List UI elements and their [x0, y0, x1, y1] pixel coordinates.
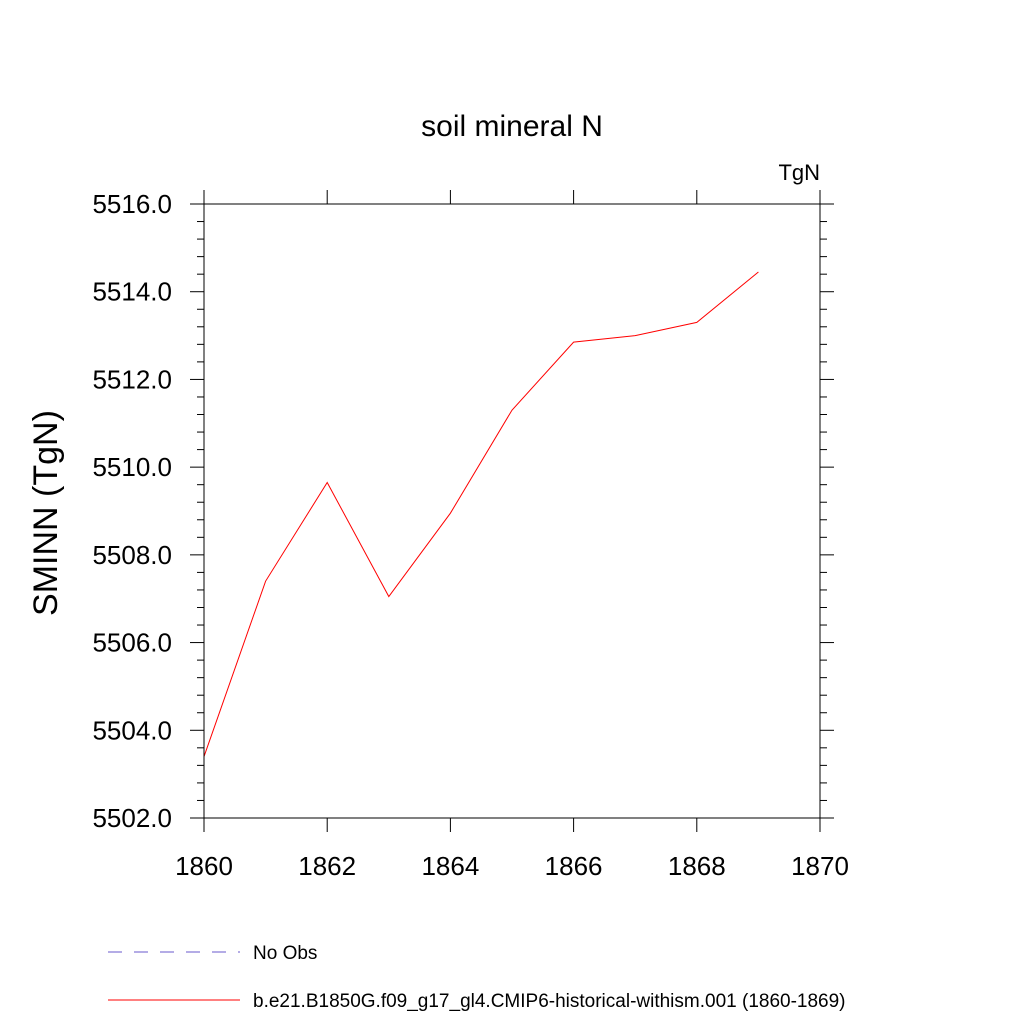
axis-ticks [190, 190, 834, 832]
y-tick-label: 5506.0 [92, 628, 172, 658]
plot-frame [203, 203, 821, 819]
x-tick-label: 1860 [175, 851, 233, 881]
units-label: TgN [778, 160, 820, 185]
x-tick-label: 1866 [545, 851, 603, 881]
y-tick-labels: 5502.0 5504.0 5506.0 5508.0 5510.0 5512.0 5514… [92, 189, 172, 833]
series-line [203, 271, 759, 757]
y-tick-label: 5502.0 [92, 803, 172, 833]
y-tick-label: 5508.0 [92, 540, 172, 570]
x-tick-label: 1870 [791, 851, 849, 881]
legend-label: b.e21.B1850G.f09_g17_gl4.CMIP6-historica… [253, 991, 846, 1012]
chart-title: soil mineral N [421, 110, 603, 143]
y-tick-label: 5504.0 [92, 715, 172, 745]
y-axis-label: SMINN (TgN) [27, 410, 65, 616]
legend: No Obs b.e21.B1850G.f09_g17_gl4.CMIP6-his… [108, 943, 846, 1012]
y-tick-label: 5514.0 [92, 277, 172, 307]
x-tick-labels: 1860 1862 1864 1866 1868 1870 [175, 851, 849, 881]
y-tick-label: 5512.0 [92, 364, 172, 394]
x-tick-label: 1862 [298, 851, 356, 881]
legend-label: No Obs [253, 943, 317, 964]
y-tick-label: 5510.0 [92, 452, 172, 482]
series-layer [203, 271, 759, 757]
x-tick-label: 1868 [668, 851, 726, 881]
y-tick-label: 5516.0 [92, 189, 172, 219]
x-tick-label: 1864 [421, 851, 479, 881]
